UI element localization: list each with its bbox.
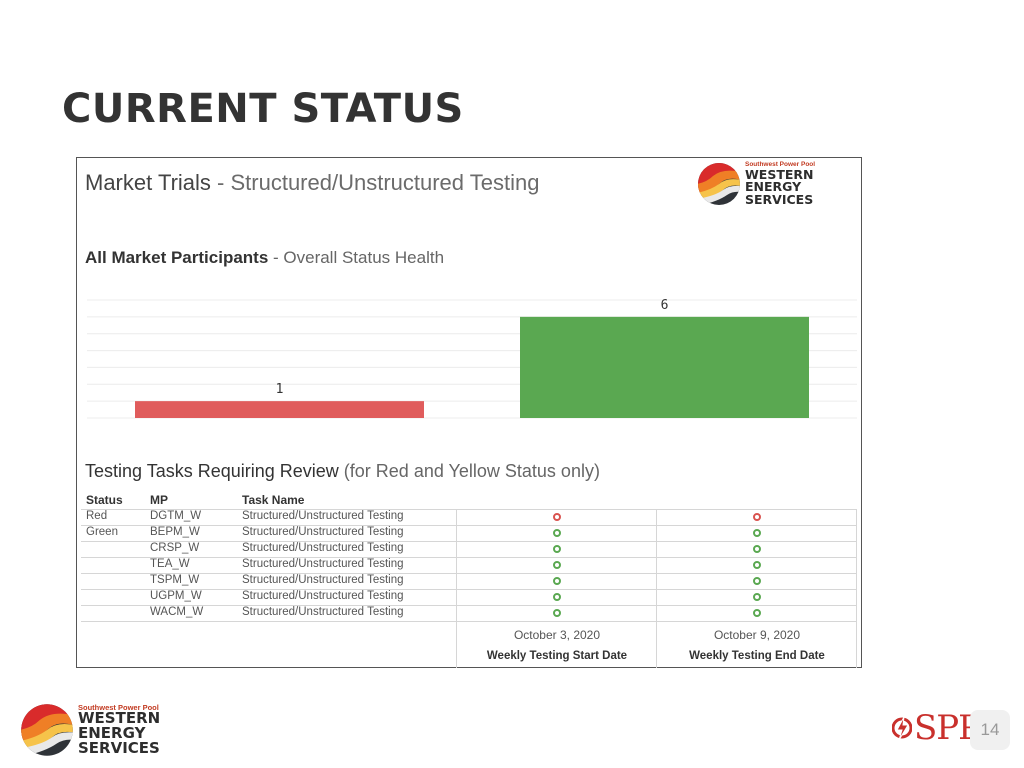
row-mp: UGPM_W xyxy=(150,590,202,602)
wes-logo-icon xyxy=(698,163,740,205)
spp-bolt-icon xyxy=(892,716,912,741)
column-header-task: Task Name xyxy=(242,493,305,507)
end-status-indicator xyxy=(753,561,761,569)
slide-title: CURRENT STATUS xyxy=(62,86,464,132)
row-task-name: Structured/Unstructured Testing xyxy=(242,526,404,538)
wes-logo-line1: WESTERN xyxy=(745,166,814,182)
health-title-separator: - xyxy=(268,248,284,267)
start-status-indicator xyxy=(553,609,561,617)
bar-label-red: 1 xyxy=(276,382,284,397)
end-status-indicator xyxy=(753,577,761,585)
review-title-sub: (for Red and Yellow Status only) xyxy=(338,461,600,481)
row-mp: WACM_W xyxy=(150,606,204,618)
dashboard-title-main: Market Trials xyxy=(85,170,211,195)
row-mp: CRSP_W xyxy=(150,542,200,554)
table-row-rule xyxy=(81,589,857,590)
bar-label-green: 6 xyxy=(661,298,669,313)
end-status-indicator xyxy=(753,609,761,617)
page-number: 14 xyxy=(970,710,1010,750)
wes-logo: Southwest Power Pool WESTERN ENERGY SERV… xyxy=(697,161,816,207)
table-row-rule xyxy=(81,573,857,574)
row-mp: TSPM_W xyxy=(150,574,200,586)
footer-logo-tagline: Southwest Power Pool xyxy=(78,702,159,712)
spp-logo: SPP xyxy=(892,708,981,748)
footer-logo-line3: SERVICES xyxy=(78,739,160,758)
health-title-main: All Market Participants xyxy=(85,248,269,267)
start-status-indicator xyxy=(553,513,561,521)
footer-logo-line2: ENERGY xyxy=(78,724,146,743)
wes-logo-line3: SERVICES xyxy=(745,191,814,207)
wes-logo-tagline: Southwest Power Pool xyxy=(745,161,816,168)
column-header-status: Status xyxy=(86,493,123,507)
row-task-name: Structured/Unstructured Testing xyxy=(242,510,404,522)
end-status-indicator xyxy=(753,545,761,553)
footer-wes-logo: Southwest Power Pool WESTERN ENERGY SERV… xyxy=(20,703,160,757)
row-task-name: Structured/Unstructured Testing xyxy=(242,606,404,618)
start-date: October 3, 2020 xyxy=(513,628,601,642)
review-title-main: Testing Tasks Requiring Review xyxy=(85,461,339,481)
start-status-indicator xyxy=(553,593,561,601)
bar-red xyxy=(135,401,424,418)
review-title: Testing Tasks Requiring Review (for Red … xyxy=(85,461,600,482)
column-divider-right xyxy=(856,509,857,668)
row-task-name: Structured/Unstructured Testing xyxy=(242,590,404,602)
spp-logo-text: SPP xyxy=(914,708,981,748)
row-mp: TEA_W xyxy=(150,558,190,570)
row-mp: BEPM_W xyxy=(150,526,200,538)
health-title: All Market Participants - Overall Status… xyxy=(85,248,444,268)
status-health-chart: 16 xyxy=(87,298,857,419)
dashboard-title-separator: - xyxy=(210,170,231,195)
dashboard-title-sub: Structured/Unstructured Testing xyxy=(230,170,540,195)
start-status-indicator xyxy=(553,577,561,585)
end-status-indicator xyxy=(753,529,761,537)
table-row-rule xyxy=(81,621,857,622)
footer-logo-line1: WESTERN xyxy=(78,709,161,728)
table-header-rule xyxy=(81,509,857,510)
end-date: October 9, 2020 xyxy=(713,628,801,642)
start-date-label: Weekly Testing Start Date xyxy=(486,650,628,662)
row-status: Red xyxy=(86,510,108,522)
table-row-rule xyxy=(81,525,857,526)
start-status-indicator xyxy=(553,529,561,537)
end-status-indicator xyxy=(753,593,761,601)
column-header-mp: MP xyxy=(150,493,168,507)
start-status-indicator xyxy=(553,545,561,553)
footer-wes-logo-icon xyxy=(21,704,73,756)
start-status-indicator xyxy=(553,561,561,569)
row-task-name: Structured/Unstructured Testing xyxy=(242,558,404,570)
end-date-label: Weekly Testing End Date xyxy=(689,650,825,662)
table-row-rule xyxy=(81,541,857,542)
column-divider-end xyxy=(656,509,657,668)
bar-green xyxy=(520,316,809,418)
health-title-sub: Overall Status Health xyxy=(283,248,445,267)
table-row-rule xyxy=(81,557,857,558)
table-row-rule xyxy=(81,605,857,606)
row-task-name: Structured/Unstructured Testing xyxy=(242,542,404,554)
wes-logo-line2: ENERGY xyxy=(745,179,802,194)
row-status: Green xyxy=(86,526,118,538)
end-status-indicator xyxy=(753,513,761,521)
dashboard-panel: Market Trials - Structured/Unstructured … xyxy=(76,157,862,668)
row-mp: DGTM_W xyxy=(150,510,202,522)
row-task-name: Structured/Unstructured Testing xyxy=(242,574,404,586)
dashboard-title: Market Trials - Structured/Unstructured … xyxy=(85,170,539,196)
column-divider-start xyxy=(456,509,457,668)
